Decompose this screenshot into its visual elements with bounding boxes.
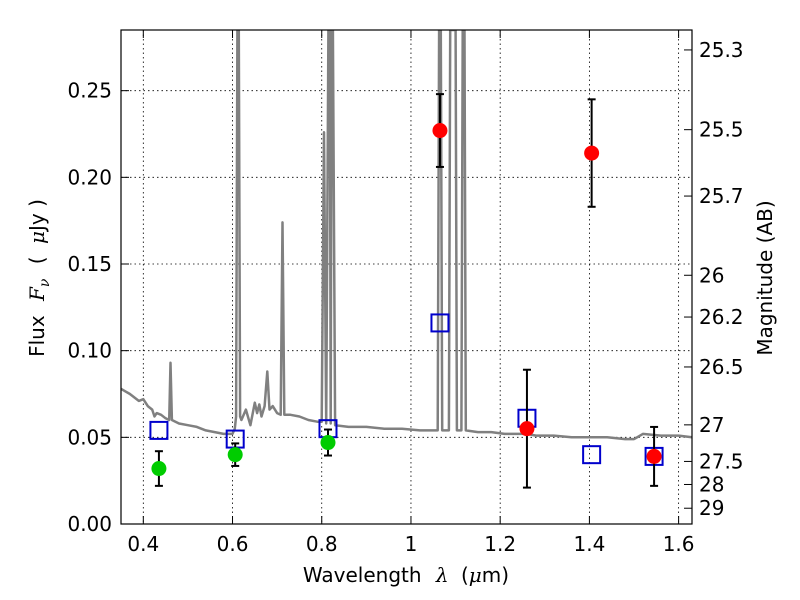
axis-ticks: 0.4 0.6 0.8 1 1.2 1.4 1.6 0.00 0.05 0.10 0.15 0.20 0… <box>67 30 744 556</box>
y2-tick-label-5: 26.5 <box>699 355 744 379</box>
y2-tick-label-8: 28 <box>699 472 724 496</box>
data-point-2-0 <box>151 461 167 477</box>
x-tick-label-1: 0.6 <box>217 532 249 556</box>
y-axis-title-main: Flux <box>25 315 49 357</box>
data-point-3-0 <box>432 123 448 139</box>
plot-area <box>121 30 692 489</box>
y-axis-title-unit-symbol: μ <box>25 231 49 244</box>
y2-tick-label-4: 26.2 <box>699 305 744 329</box>
y2-tick-label-2: 25.7 <box>699 184 744 208</box>
x-axis-title-main: Wavelength <box>303 563 422 587</box>
y-tick-label-5: 0.25 <box>67 79 112 103</box>
x-tick-label-6: 1.6 <box>663 532 695 556</box>
x-tick-label-3: 1 <box>405 532 418 556</box>
x-axis-title-unit-open: ( <box>461 563 469 587</box>
x-axis-title-symbol: λ <box>435 563 449 587</box>
y-tick-label-3: 0.15 <box>67 252 112 276</box>
data-point-3-2 <box>584 145 600 161</box>
y2-tick-label-9: 29 <box>699 496 724 520</box>
y-axis-title-symbol: F <box>25 286 49 302</box>
y-tick-label-2: 0.10 <box>67 339 112 363</box>
y-axis-title: Flux Fν ( μJy ) <box>25 199 54 357</box>
data-point-3-1 <box>519 421 535 437</box>
x-axis-title: Wavelength λ (μm) <box>303 563 509 587</box>
data-point-2-1 <box>227 447 243 463</box>
model-square-0 <box>149 420 169 440</box>
y-tick-label-0: 0.00 <box>67 512 112 536</box>
x-tick-label-0: 0.4 <box>127 532 159 556</box>
x-tick-label-5: 1.4 <box>573 532 605 556</box>
spectrum-line <box>121 30 692 441</box>
plot-frame <box>120 29 693 525</box>
y2-tick-label-1: 25.5 <box>699 118 744 142</box>
y-axis-title-unit-open: ( <box>25 256 49 264</box>
x-tick-label-4: 1.2 <box>484 532 516 556</box>
y2-tick-label-7: 27.5 <box>699 449 744 473</box>
gridlines <box>121 30 692 525</box>
data-point-2-2 <box>320 435 336 451</box>
y2-tick-label-6: 27 <box>699 413 724 437</box>
y-tick-label-1: 0.05 <box>67 425 112 449</box>
y-tick-label-4: 0.20 <box>67 165 112 189</box>
x-tick-label-2: 0.8 <box>306 532 338 556</box>
y-axis-title-unit-rest: Jy ) <box>25 199 49 233</box>
y2-tick-label-0: 25.3 <box>699 38 744 62</box>
model-square-3 <box>430 313 450 333</box>
y2-axis-title: Magnitude (AB) <box>753 200 777 355</box>
x-axis-title-unit-rest: m) <box>482 563 509 587</box>
model-square-5 <box>582 445 602 465</box>
data-point-3-3 <box>646 448 662 464</box>
y-axis-title-subscript: ν <box>37 278 53 287</box>
x-axis-title-unit-symbol: μ <box>469 563 482 587</box>
y2-tick-label-3: 26 <box>699 263 724 287</box>
